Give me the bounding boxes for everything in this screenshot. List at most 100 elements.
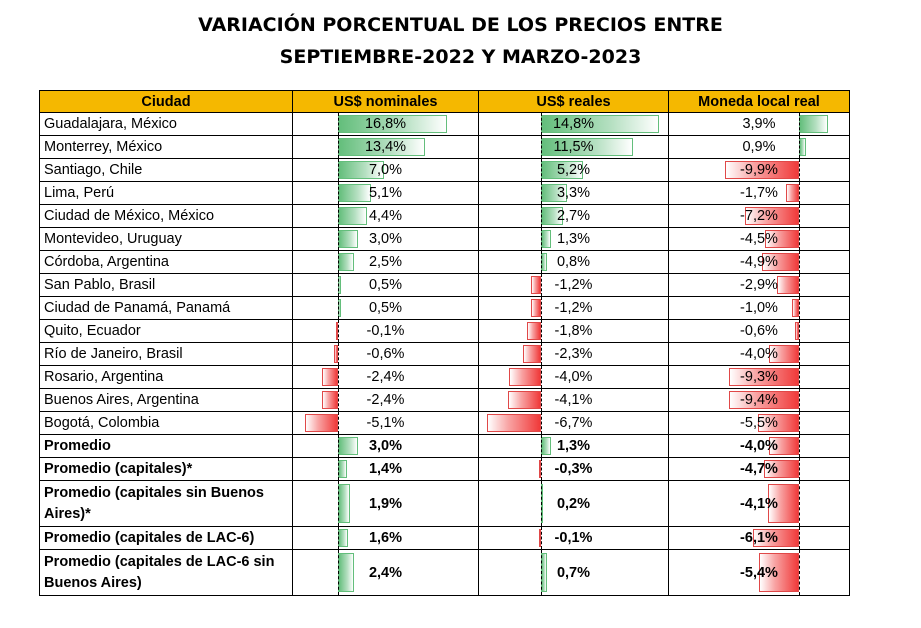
data-label: 3,0% [368, 231, 403, 247]
value-cell-usd-real: 1,3% [478, 434, 669, 458]
data-label: -5,1% [366, 415, 405, 431]
value-cell-usd-real: -4,0% [478, 365, 669, 389]
zero-axis-line [338, 136, 339, 158]
city-cell: Río de Janeiro, Brasil [39, 342, 293, 366]
data-bar [769, 345, 799, 363]
value-cell-usd-real: -4,1% [478, 388, 669, 412]
value-cell-local-currency-real: -4,7% [668, 457, 850, 481]
value-cell-usd-real: -2,3% [478, 342, 669, 366]
table-row: Buenos Aires, Argentina -2,4% -4,1% -9,4% [39, 388, 850, 412]
summary-row: Promedio (capitales de LAC-6) 1,6% -0,1% -6… [39, 526, 850, 550]
table-row: Ciudad de Panamá, Panamá 0,5% -1,2% -1,0% [39, 296, 850, 320]
data-label: 13,4% [364, 139, 407, 155]
value-cell-usd-nominal: 3,0% [292, 227, 479, 251]
zero-axis-line [541, 366, 542, 388]
value-cell-usd-nominal: 4,4% [292, 204, 479, 228]
summary-row: Promedio 3,0% 1,3% -4,0% [39, 434, 850, 458]
data-bar [762, 253, 799, 271]
table-row: Ciudad de México, México 4,4% 2,7% -7,2% [39, 204, 850, 228]
data-label: -2,4% [366, 369, 405, 385]
zero-axis-line [541, 458, 542, 480]
value-cell-usd-real: -6,7% [478, 411, 669, 435]
zero-axis-line [541, 182, 542, 204]
zero-axis-line [338, 205, 339, 227]
table-row: Río de Janeiro, Brasil -0,6% -2,3% -4,0% [39, 342, 850, 366]
data-label: 7,0% [368, 162, 403, 178]
value-cell-usd-real: 0,2% [478, 480, 669, 527]
value-cell-usd-nominal: 0,5% [292, 296, 479, 320]
value-cell-usd-real: 5,2% [478, 158, 669, 182]
data-label: -9,4% [740, 392, 778, 408]
value-cell-local-currency-real: -0,6% [668, 319, 850, 343]
zero-axis-line [799, 251, 800, 273]
value-cell-usd-real: 11,5% [478, 135, 669, 159]
value-cell-usd-real: -0,1% [478, 526, 669, 550]
chart-title-line-2: SEPTIEMBRE-2022 Y MARZO-2023 [279, 46, 642, 68]
city-cell: Guadalajara, México [39, 112, 293, 136]
value-cell-local-currency-real: -9,9% [668, 158, 850, 182]
value-cell-usd-real: 1,3% [478, 227, 669, 251]
table-row: Quito, Ecuador -0,1% -1,8% -0,6% [39, 319, 850, 343]
value-cell-local-currency-real: -9,3% [668, 365, 850, 389]
data-bar [758, 553, 799, 592]
value-cell-usd-nominal: -2,4% [292, 365, 479, 389]
value-cell-local-currency-real: -4,0% [668, 342, 850, 366]
value-cell-usd-real: 14,8% [478, 112, 669, 136]
column-header-city: Ciudad [39, 90, 293, 113]
value-cell-usd-real: 2,7% [478, 204, 669, 228]
data-label: -0,1% [366, 323, 405, 339]
value-cell-usd-nominal: 1,9% [292, 480, 479, 527]
data-bar [753, 529, 799, 547]
price-variation-table: Ciudad US$ nominales US$ reales Moneda l… [39, 90, 850, 596]
data-label: -6,7% [554, 415, 593, 431]
data-bar [794, 322, 799, 340]
data-label: -0,6% [366, 346, 405, 362]
table-row: San Pablo, Brasil 0,5% -1,2% -2,9% [39, 273, 850, 297]
value-cell-local-currency-real: -9,4% [668, 388, 850, 412]
data-bar [786, 184, 799, 202]
value-cell-usd-nominal: 13,4% [292, 135, 479, 159]
city-cell: Ciudad de México, México [39, 204, 293, 228]
value-cell-local-currency-real: -4,1% [668, 480, 850, 527]
zero-axis-line [338, 297, 339, 319]
value-cell-local-currency-real: -5,4% [668, 549, 850, 596]
data-label: 5,1% [368, 185, 403, 201]
zero-axis-line [338, 412, 339, 434]
value-cell-usd-real: 0,7% [478, 549, 669, 596]
data-label: 1,4% [368, 461, 403, 477]
value-cell-usd-nominal: -0,6% [292, 342, 479, 366]
data-label: 1,9% [368, 495, 403, 512]
zero-axis-line [541, 113, 542, 135]
zero-axis-line [799, 274, 800, 296]
summary-row: Promedio (capitales de LAC-6 sin Buenos … [39, 549, 850, 596]
table-row: Montevideo, Uruguay 3,0% 1,3% -4,5% [39, 227, 850, 251]
zero-axis-line [338, 343, 339, 365]
zero-axis-line [799, 527, 800, 549]
data-label: -4,1% [740, 495, 778, 512]
column-header-usd-nominal: US$ nominales [292, 90, 479, 113]
data-bar [763, 460, 799, 478]
column-header-usd-real: US$ reales [478, 90, 669, 113]
zero-axis-line [541, 251, 542, 273]
zero-axis-line [338, 182, 339, 204]
data-label: 0,5% [368, 300, 403, 316]
data-bar [322, 391, 338, 409]
data-bar [724, 161, 799, 179]
header-row: Ciudad US$ nominales US$ reales Moneda l… [39, 90, 850, 113]
data-bar [531, 276, 541, 294]
zero-axis-line [338, 228, 339, 250]
zero-axis-line [541, 550, 542, 595]
zero-axis-line [799, 458, 800, 480]
city-cell: Lima, Perú [39, 181, 293, 205]
data-label: 2,5% [368, 254, 403, 270]
city-cell: Promedio (capitales de LAC-6 sin Buenos … [39, 549, 293, 596]
data-label: -1,7% [740, 185, 778, 201]
data-label: 0,5% [368, 277, 403, 293]
zero-axis-line [338, 389, 339, 411]
data-label: -2,9% [740, 277, 778, 293]
value-cell-usd-nominal: 0,5% [292, 273, 479, 297]
zero-axis-line [799, 205, 800, 227]
value-cell-local-currency-real: -4,0% [668, 434, 850, 458]
zero-axis-line [541, 205, 542, 227]
data-label: 2,4% [368, 564, 403, 581]
